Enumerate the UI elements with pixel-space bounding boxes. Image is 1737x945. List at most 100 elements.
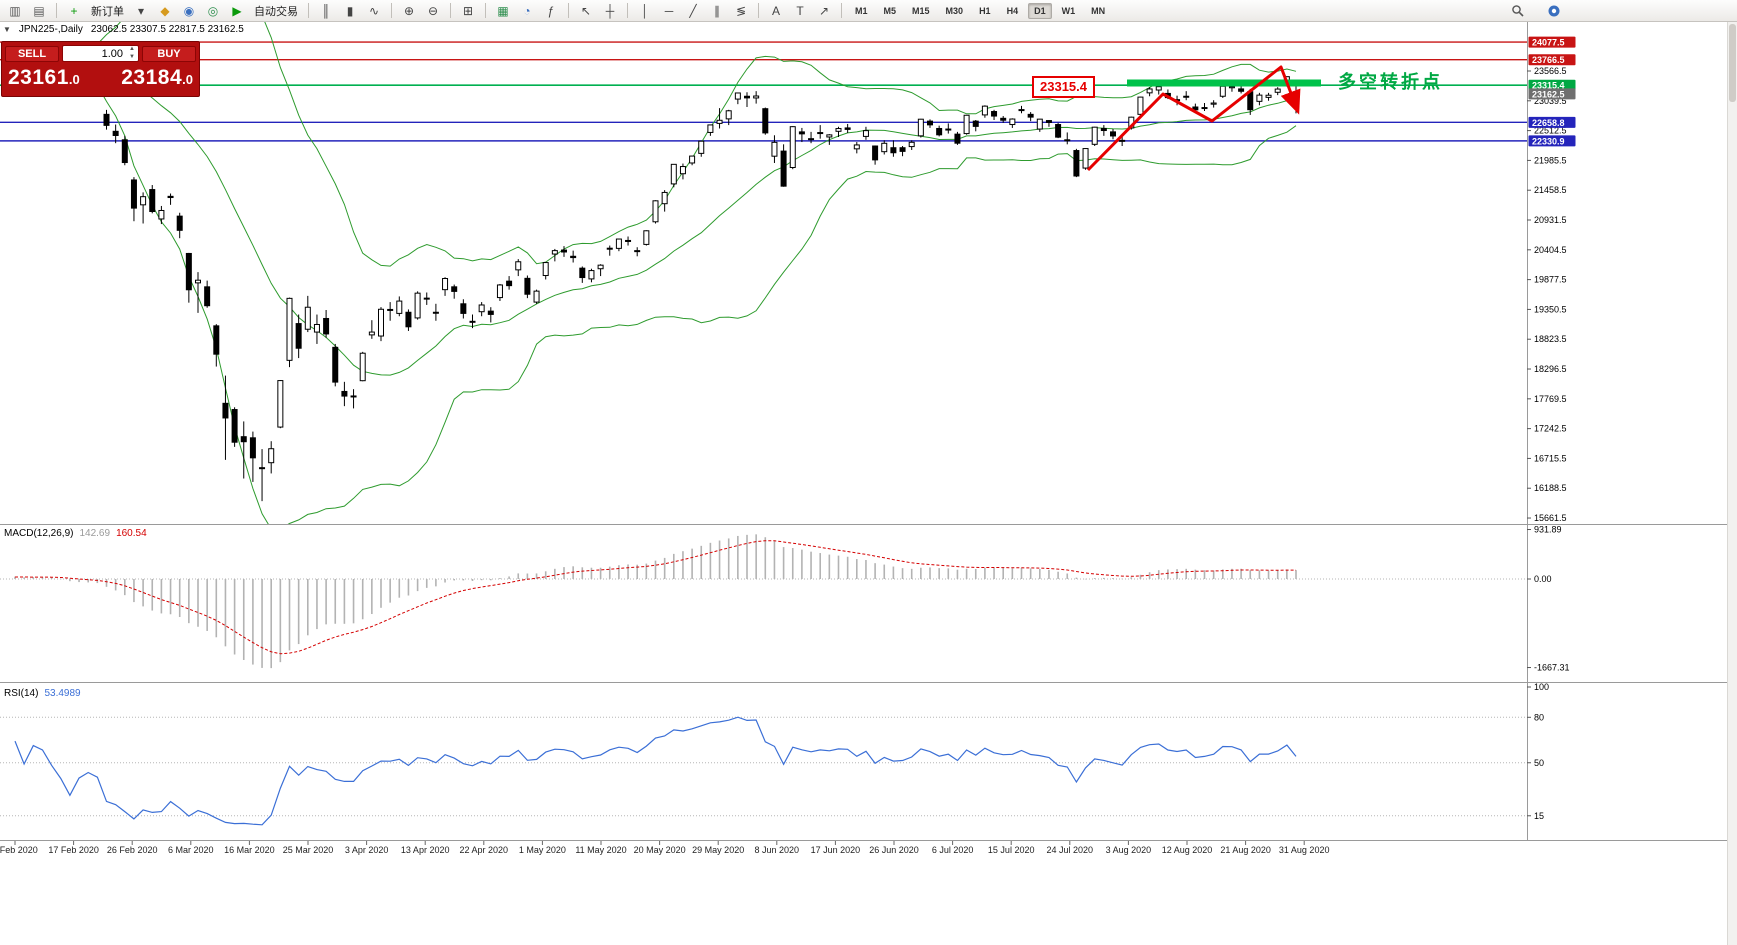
date-tick: 17 Feb 2020	[48, 845, 99, 855]
rsi-value: 53.4989	[44, 688, 81, 699]
toolbar-separator	[485, 3, 486, 18]
svg-text:0.00: 0.00	[1534, 574, 1552, 584]
bull-bear-turning-point-label[interactable]: 多空转折点	[1338, 72, 1443, 92]
volume-stepper[interactable]: ▲ ▼	[62, 45, 139, 62]
horizontal-line-icon[interactable]: ─	[664, 3, 674, 18]
refresh-icon[interactable]: ◔	[523, 3, 531, 18]
date-tick: 26 Feb 2020	[107, 845, 158, 855]
vertical-line-icon[interactable]: │	[641, 3, 649, 18]
date-tick: 7 Feb 2020	[0, 845, 38, 855]
fibonacci-icon[interactable]: ≶	[735, 3, 747, 18]
rsi-line	[14, 716, 1297, 826]
buy-button[interactable]: BUY	[142, 45, 196, 62]
trend-arrow[interactable]	[1086, 65, 1301, 172]
timeframe-m15[interactable]: M15	[912, 5, 930, 16]
chart-quote-line: ▼ JPN225-,Daily 23062.5 23307.5 22817.5 …	[3, 24, 244, 35]
scrollbar-thumb[interactable]	[1729, 24, 1736, 102]
rsi-axis: 100 80 50 15	[1527, 682, 1549, 821]
svg-text:22658.8: 22658.8	[1532, 118, 1565, 128]
date-tick: 24 Jul 2020	[1047, 845, 1094, 855]
channel-icon[interactable]: ∥	[714, 3, 720, 18]
timeframe-m1[interactable]: M1	[855, 5, 868, 16]
community-icon[interactable]	[1543, 1, 1565, 20]
search-icon[interactable]	[1507, 1, 1529, 20]
candlesticks	[12, 53, 1299, 502]
svg-text:23315.4: 23315.4	[1532, 81, 1565, 91]
toolbar-separator	[391, 3, 392, 18]
profiles-icon[interactable]: ▤	[33, 3, 45, 18]
volume-input[interactable]	[63, 46, 135, 61]
timeframe-h4[interactable]: H4	[1006, 5, 1019, 16]
date-tick: 11 May 2020	[575, 845, 626, 855]
date-tick: 31 Aug 2020	[1279, 845, 1330, 855]
market-watch-icon[interactable]: ◆	[160, 3, 170, 18]
volume-up-icon[interactable]: ▲	[129, 46, 135, 52]
date-tick: 25 Mar 2020	[283, 845, 334, 855]
toolbar-items: ▥ ▤ + 新订单 ▾ ◆ ◉ ◎ ▶ 自动交易 ║ ▮ ∿ ⊕ ⊖ ⊞ ▦ ◔ ƒ ↖ ┼ │ ─ ╱ ∥ ≶ A T ↗ M1 M5 M1…	[4, 1, 1112, 20]
strategy-tester-icon[interactable]: ◎	[207, 3, 219, 18]
new-chart-icon[interactable]: ▦	[497, 3, 509, 18]
price-badge	[1528, 79, 1576, 91]
toolbar-separator	[308, 3, 309, 18]
bollinger-middle	[14, 57, 1297, 376]
date-tick: 12 Aug 2020	[1162, 845, 1213, 855]
svg-text:931.89: 931.89	[1534, 525, 1562, 535]
price-tick: 20404.5	[1534, 245, 1567, 255]
volume-down-icon[interactable]: ▼	[129, 54, 135, 60]
price-badge	[1528, 36, 1576, 48]
price-tick: 23039.5	[1534, 96, 1567, 106]
bollinger-lower	[14, 64, 1297, 524]
sell-button[interactable]: SELL	[5, 45, 59, 62]
bar-chart-icon[interactable]: ║	[321, 3, 331, 18]
date-tick: 17 Jun 2020	[811, 845, 861, 855]
autotrading-button[interactable]: 自动交易	[254, 5, 298, 18]
buy-price: 23184.0	[121, 66, 193, 89]
dropdown-caret-icon[interactable]: ▾	[137, 3, 145, 18]
indicators-icon[interactable]: ƒ	[547, 3, 555, 18]
toolbar-separator	[758, 3, 759, 18]
macd-main-value: 142.69	[79, 528, 111, 539]
crosshair-icon[interactable]: ┼	[605, 3, 615, 18]
chart-collapse-icon[interactable]: ▼	[3, 25, 11, 34]
date-tick: 3 Apr 2020	[345, 845, 389, 855]
arrows-tool-icon[interactable]: ↗	[818, 3, 830, 18]
macd-axis: 931.89 0.00 -1667.31	[1527, 525, 1570, 673]
cursor-icon[interactable]: ↖	[580, 3, 592, 18]
new-order-plus-icon[interactable]: +	[70, 3, 78, 18]
price-callout-box[interactable]: 23315.4	[1032, 76, 1095, 98]
toolbar-separator	[627, 3, 628, 18]
svg-text:23766.5: 23766.5	[1532, 55, 1565, 65]
zoom-in-icon[interactable]: ⊕	[403, 3, 415, 18]
price-tick: 21985.5	[1534, 155, 1567, 165]
toolbar-right-icons	[1507, 1, 1565, 20]
timeframe-mn[interactable]: MN	[1091, 5, 1106, 16]
price-badge	[1528, 116, 1576, 128]
macd-label: MACD(12,26,9) 142.69 160.54	[4, 528, 147, 539]
new-order-button[interactable]: 新订单	[91, 5, 124, 18]
timeframe-h1[interactable]: H1	[979, 5, 991, 16]
rsi-label: RSI(14) 53.4989	[4, 688, 81, 699]
chart-window-icon[interactable]: ▥	[9, 3, 21, 18]
trendline-icon[interactable]: ╱	[689, 3, 697, 18]
timeframe-w1[interactable]: W1	[1061, 5, 1076, 16]
svg-text:-1667.31: -1667.31	[1534, 663, 1570, 673]
timeframe-m30[interactable]: M30	[945, 5, 964, 16]
zoom-out-icon[interactable]: ⊖	[427, 3, 439, 18]
candlestick-chart-icon[interactable]: ▮	[346, 3, 354, 18]
price-axis: 23566.5 23039.5 22512.5 21985.5 21458.5 20931…	[1527, 36, 1576, 523]
timeframe-m5[interactable]: M5	[883, 5, 897, 16]
date-tick: 6 Jul 2020	[932, 845, 974, 855]
tile-windows-icon[interactable]: ⊞	[462, 3, 474, 18]
line-chart-icon[interactable]: ∿	[368, 3, 380, 18]
svg-text:80: 80	[1534, 712, 1544, 722]
toolbar: ▥ ▤ + 新订单 ▾ ◆ ◉ ◎ ▶ 自动交易 ║ ▮ ∿ ⊕ ⊖ ⊞ ▦ ◔ ƒ ↖ ┼ │ ─ ╱ ∥ ≶ A T ↗ M1 M5 M1…	[0, 0, 1737, 22]
data-window-icon[interactable]: ◉	[183, 3, 195, 18]
text-label-icon[interactable]: T	[796, 3, 804, 18]
chart-symbol-period: JPN225-,Daily	[18, 24, 83, 35]
autotrading-icon[interactable]: ▶	[232, 3, 242, 18]
timeframe-d1[interactable]: D1	[1028, 2, 1052, 19]
text-tool-icon[interactable]: A	[771, 3, 780, 18]
vertical-scrollbar[interactable]	[1727, 21, 1737, 945]
price-tick: 19877.5	[1534, 275, 1567, 285]
